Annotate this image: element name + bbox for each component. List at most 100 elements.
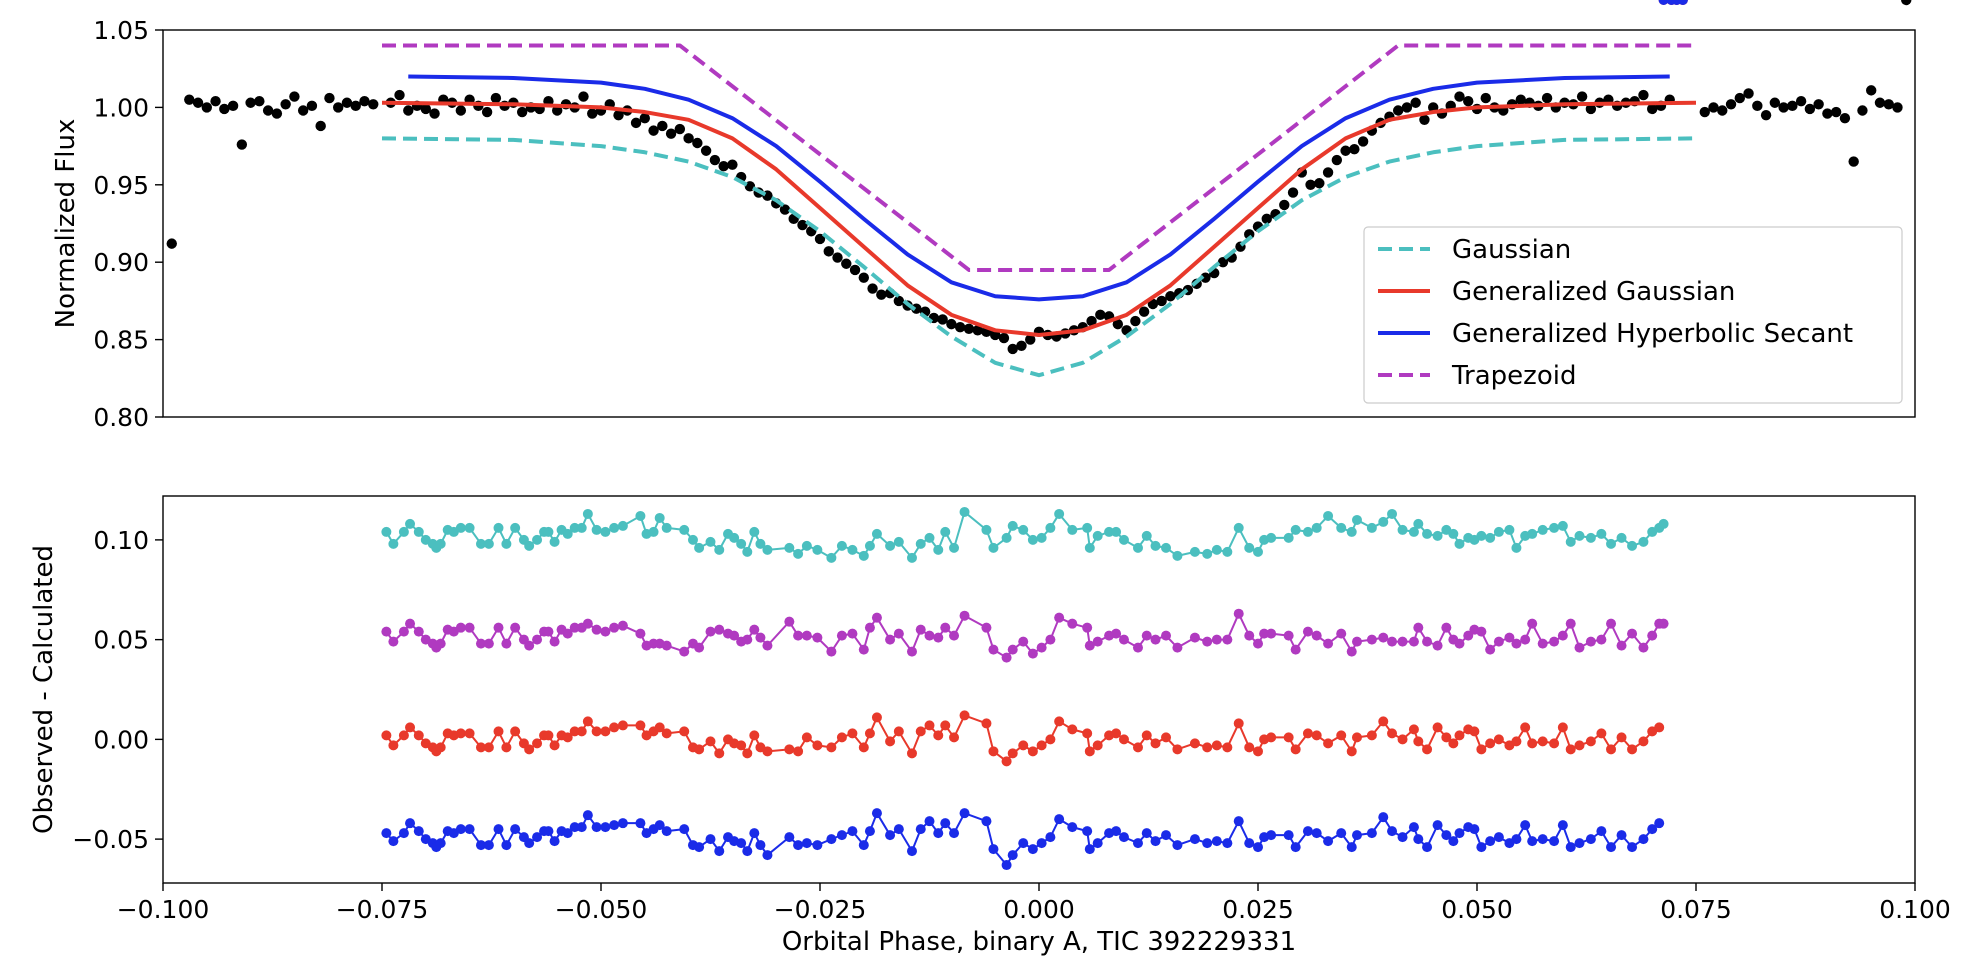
observation-point xyxy=(587,108,598,119)
observation-point xyxy=(324,92,335,104)
legend-label-gaussian: Gaussian xyxy=(1452,235,1571,265)
generalized-hyperbolic-secant-residual-point xyxy=(569,822,580,833)
generalized-hyperbolic-secant-residual-point xyxy=(858,840,869,851)
generalized-hyperbolic-secant-residual-point xyxy=(1677,0,1688,5)
gaussian-residual-point xyxy=(569,522,580,533)
observation-point xyxy=(1314,178,1325,189)
generalized-gaussian-residual-point xyxy=(1084,746,1095,757)
legend-label-trapezoid: Trapezoid xyxy=(1451,361,1576,391)
gaussian-residual-point xyxy=(510,522,521,533)
gaussian-residual-point xyxy=(755,538,766,549)
gaussian-residual-point xyxy=(617,520,628,531)
generalized-gaussian-residual-point xyxy=(1366,730,1377,741)
generalized-hyperbolic-secant-residual-point xyxy=(1647,824,1658,835)
generalized-gaussian-residual-point xyxy=(1202,742,1213,753)
generalized-gaussian-residual-point xyxy=(1596,728,1607,739)
trapezoid-residual-point xyxy=(1189,632,1200,643)
gaussian-residual-point xyxy=(1585,532,1596,543)
gaussian-residual-point xyxy=(455,522,466,533)
generalized-hyperbolic-secant-residual-point xyxy=(1351,830,1362,841)
gaussian-curve xyxy=(381,136,1697,378)
generalized-hyperbolic-secant-residual-point xyxy=(1172,840,1183,851)
trapezoid-residual-point xyxy=(435,638,446,649)
gaussian-residual-point xyxy=(981,524,992,535)
trapezoid-residual-point xyxy=(1638,642,1649,653)
observation-point xyxy=(613,109,624,121)
generalized-hyperbolic-secant-curve xyxy=(408,74,1670,302)
generalized-hyperbolic-secant-residual-point xyxy=(1141,828,1152,839)
generalized-hyperbolic-secant-residual-point xyxy=(398,828,409,839)
observation-point xyxy=(1357,136,1369,147)
gaussian-residual-point xyxy=(1351,514,1362,525)
gaussian-residual-point xyxy=(532,534,543,545)
observation-point xyxy=(1752,100,1763,112)
trapezoid-residual-point xyxy=(1574,642,1585,653)
generalized-gaussian-residual-point xyxy=(1222,742,1233,753)
gaussian-residual-point xyxy=(1596,528,1607,539)
trapezoid-residual-point xyxy=(933,632,944,643)
trapezoid-residual-point xyxy=(1111,628,1122,639)
observation-point xyxy=(1112,318,1124,330)
generalized-hyperbolic-secant-residual-point xyxy=(755,840,766,851)
gaussian-residual-point xyxy=(1118,534,1129,545)
observation-point xyxy=(245,97,256,108)
trapezoid-residual-point xyxy=(1290,644,1301,655)
observation-point xyxy=(350,100,361,112)
observation-point xyxy=(674,123,686,135)
legend: Gaussian Generalized Gaussian Generalized … xyxy=(1363,226,1903,404)
trapezoid-residual-point xyxy=(483,638,494,649)
observation-point xyxy=(1787,100,1798,112)
observation-point xyxy=(1095,309,1106,321)
gaussian-residual-point xyxy=(1511,542,1522,553)
generalized-gaussian-residual-point xyxy=(1585,736,1596,747)
generalized-gaussian-residual-point xyxy=(617,720,628,731)
bottom-y-tick-label: 0.05 xyxy=(93,626,149,655)
trapezoid-residual-point xyxy=(1596,634,1607,645)
generalized-gaussian-residual-point xyxy=(1001,756,1012,767)
observation-point xyxy=(578,91,589,102)
observation-point xyxy=(1322,167,1334,178)
observation-point xyxy=(1541,92,1553,104)
top-y-tick-label: 0.90 xyxy=(93,248,149,277)
residual-series xyxy=(381,0,1688,871)
trapezoid-residual-point xyxy=(1082,622,1093,633)
observation-point xyxy=(823,246,834,257)
generalized-gaussian-residual-point xyxy=(510,726,521,737)
observation-point xyxy=(394,89,405,101)
observation-point xyxy=(1147,298,1159,310)
generalized-hyperbolic-secant-residual-point xyxy=(475,840,486,851)
generalized-gaussian-residual-point xyxy=(981,718,992,729)
trapezoid-residual-point xyxy=(694,642,705,653)
trapezoid-residual-point xyxy=(1658,618,1669,629)
gaussian-residual-point xyxy=(1007,520,1018,531)
observation-point xyxy=(1165,291,1176,302)
trapezoid-residual-point xyxy=(1463,630,1474,641)
generalized-gaussian-residual-point xyxy=(1351,732,1362,743)
trapezoid-residual-point xyxy=(1493,636,1504,647)
trapezoid-residual-point xyxy=(801,630,812,641)
x-tick-label: 0.025 xyxy=(1222,895,1294,924)
trapezoid-residual-point xyxy=(1454,638,1465,649)
generalized-gaussian-residual-point xyxy=(1118,734,1129,745)
generalized-gaussian-residual-point xyxy=(475,742,486,753)
gaussian-residual-point xyxy=(1084,542,1095,553)
gaussian-residual-point xyxy=(1132,542,1143,553)
generalized-gaussian-residual-point xyxy=(906,748,917,759)
top-y-tick-label: 0.85 xyxy=(93,326,149,355)
trapezoid-residual-point xyxy=(793,630,804,641)
generalized-gaussian-residual-point xyxy=(1336,730,1347,741)
trapezoid-residual-point xyxy=(501,638,512,649)
generalized-hyperbolic-secant-residual-point xyxy=(885,830,896,841)
generalized-gaussian-residual-point xyxy=(1638,736,1649,747)
gaussian-residual-point xyxy=(493,522,504,533)
generalized-gaussian-residual-point xyxy=(949,732,960,743)
generalized-hyperbolic-secant-residual-point xyxy=(1441,830,1452,841)
trapezoid-residual-point xyxy=(388,636,399,647)
gaussian-residual-point xyxy=(1045,522,1056,533)
trapezoid-residual-point xyxy=(784,616,795,627)
gaussian-residual-point xyxy=(694,542,705,553)
generalized-gaussian-residual-point xyxy=(1054,716,1065,727)
generalized-gaussian-residual-point xyxy=(826,742,837,753)
generalized-hyperbolic-secant-residual-point xyxy=(1448,836,1459,847)
observation-point xyxy=(1086,315,1097,327)
